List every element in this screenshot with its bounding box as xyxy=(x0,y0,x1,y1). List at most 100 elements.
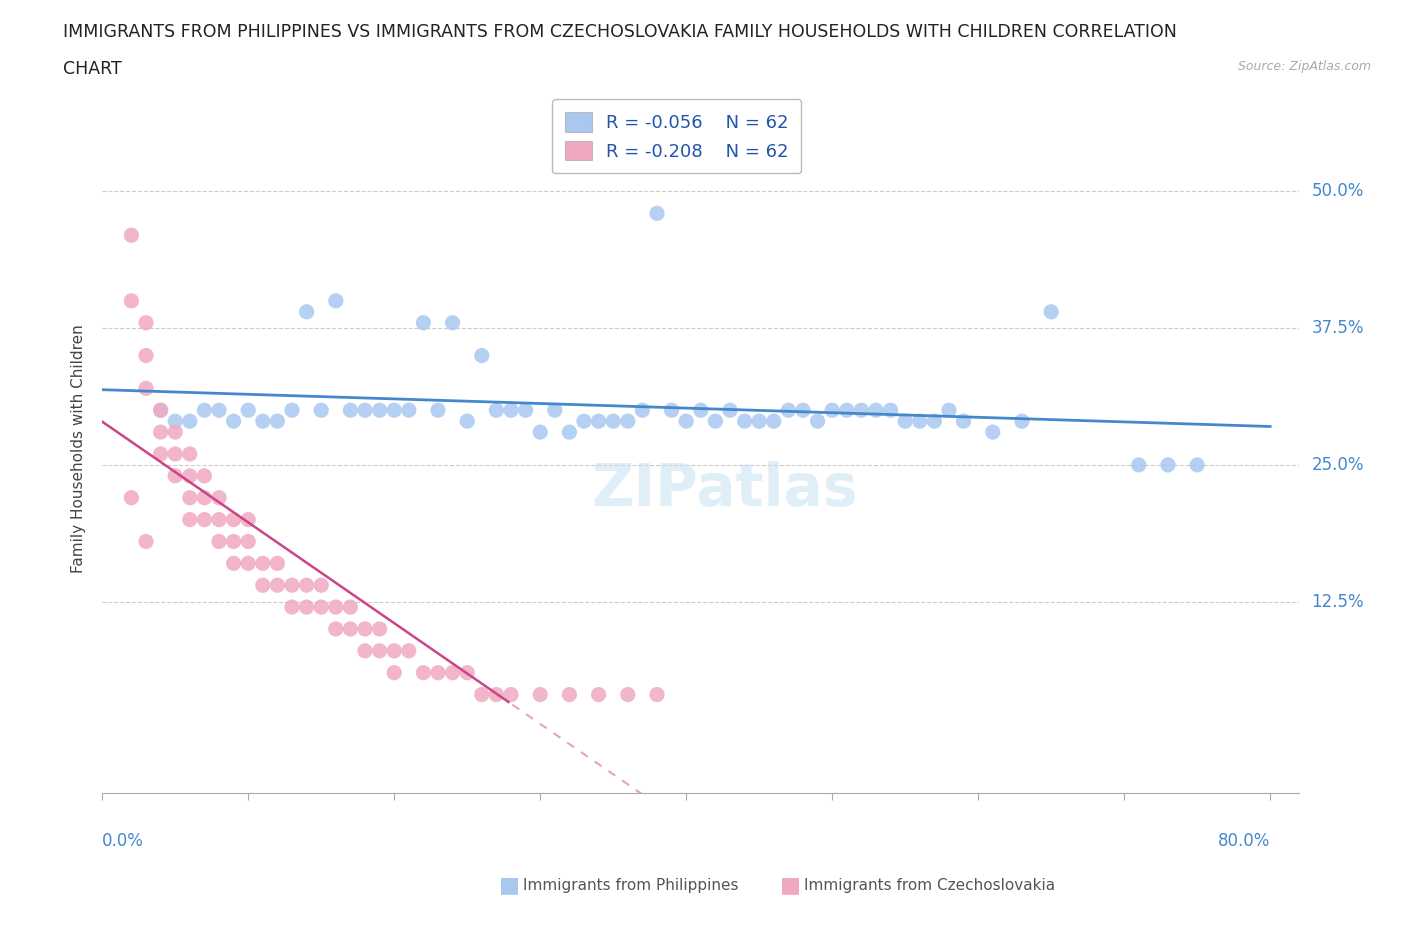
Text: IMMIGRANTS FROM PHILIPPINES VS IMMIGRANTS FROM CZECHOSLOVAKIA FAMILY HOUSEHOLDS : IMMIGRANTS FROM PHILIPPINES VS IMMIGRANT… xyxy=(63,23,1177,41)
Text: 12.5%: 12.5% xyxy=(1312,592,1364,611)
Point xyxy=(588,414,610,429)
Point xyxy=(778,403,800,418)
Point xyxy=(281,578,304,592)
Text: 80.0%: 80.0% xyxy=(1218,832,1270,850)
Point xyxy=(471,348,494,363)
Point xyxy=(165,446,187,461)
Point xyxy=(149,425,172,440)
Text: 25.0%: 25.0% xyxy=(1312,456,1364,474)
Point xyxy=(981,425,1004,440)
Point xyxy=(602,414,624,429)
Point xyxy=(149,403,172,418)
Point xyxy=(238,512,260,527)
Point xyxy=(325,600,347,615)
Point xyxy=(238,403,260,418)
Point xyxy=(821,403,844,418)
Point xyxy=(427,403,450,418)
Point xyxy=(252,578,274,592)
Point xyxy=(135,348,157,363)
Point xyxy=(368,621,391,636)
Point xyxy=(368,644,391,658)
Text: 37.5%: 37.5% xyxy=(1312,319,1364,338)
Point xyxy=(295,578,318,592)
Point xyxy=(354,644,377,658)
Point xyxy=(572,414,595,429)
Point xyxy=(309,578,332,592)
Point xyxy=(193,403,215,418)
Text: Immigrants from Philippines: Immigrants from Philippines xyxy=(523,878,738,893)
Point xyxy=(222,534,245,549)
Point xyxy=(412,665,434,680)
Point xyxy=(382,644,405,658)
Point xyxy=(631,403,654,418)
Point xyxy=(1185,458,1208,472)
Point xyxy=(865,403,887,418)
Point xyxy=(485,687,508,702)
Point xyxy=(835,403,858,418)
Point xyxy=(558,687,581,702)
Point xyxy=(165,425,187,440)
Point xyxy=(135,315,157,330)
Point xyxy=(588,687,610,702)
Point xyxy=(617,414,640,429)
Point xyxy=(382,403,405,418)
Point xyxy=(441,315,464,330)
Point xyxy=(645,206,668,220)
Point xyxy=(120,228,142,243)
Point xyxy=(179,512,201,527)
Point xyxy=(558,425,581,440)
Point xyxy=(222,414,245,429)
Point xyxy=(295,304,318,319)
Point xyxy=(441,665,464,680)
Text: ■: ■ xyxy=(780,875,801,896)
Point xyxy=(309,403,332,418)
Point xyxy=(1157,458,1180,472)
Point xyxy=(179,446,201,461)
Point xyxy=(266,414,288,429)
Point xyxy=(1011,414,1033,429)
Point xyxy=(718,403,741,418)
Point xyxy=(281,403,304,418)
Point xyxy=(515,403,537,418)
Point xyxy=(734,414,756,429)
Point xyxy=(412,315,434,330)
Point xyxy=(924,414,946,429)
Text: Source: ZipAtlas.com: Source: ZipAtlas.com xyxy=(1237,60,1371,73)
Point xyxy=(617,687,640,702)
Point xyxy=(354,403,377,418)
Point xyxy=(354,621,377,636)
Point xyxy=(398,644,420,658)
Point xyxy=(339,600,361,615)
Point xyxy=(661,403,683,418)
Point xyxy=(238,556,260,571)
Point xyxy=(222,512,245,527)
Legend: R = -0.056    N = 62, R = -0.208    N = 62: R = -0.056 N = 62, R = -0.208 N = 62 xyxy=(553,100,801,173)
Y-axis label: Family Households with Children: Family Households with Children xyxy=(72,325,86,573)
Point xyxy=(149,446,172,461)
Point xyxy=(879,403,901,418)
Point xyxy=(295,600,318,615)
Point xyxy=(193,469,215,484)
Point xyxy=(309,600,332,615)
Text: ■: ■ xyxy=(499,875,520,896)
Point xyxy=(193,512,215,527)
Point xyxy=(645,687,668,702)
Point xyxy=(149,403,172,418)
Point xyxy=(748,414,770,429)
Point xyxy=(398,403,420,418)
Point xyxy=(281,600,304,615)
Point xyxy=(529,687,551,702)
Point xyxy=(427,665,450,680)
Point xyxy=(499,687,522,702)
Point xyxy=(689,403,711,418)
Point xyxy=(762,414,785,429)
Point xyxy=(471,687,494,702)
Point xyxy=(325,294,347,309)
Point xyxy=(325,621,347,636)
Point xyxy=(135,381,157,396)
Point xyxy=(851,403,873,418)
Point xyxy=(120,294,142,309)
Point xyxy=(456,665,478,680)
Point xyxy=(208,512,231,527)
Point xyxy=(193,490,215,505)
